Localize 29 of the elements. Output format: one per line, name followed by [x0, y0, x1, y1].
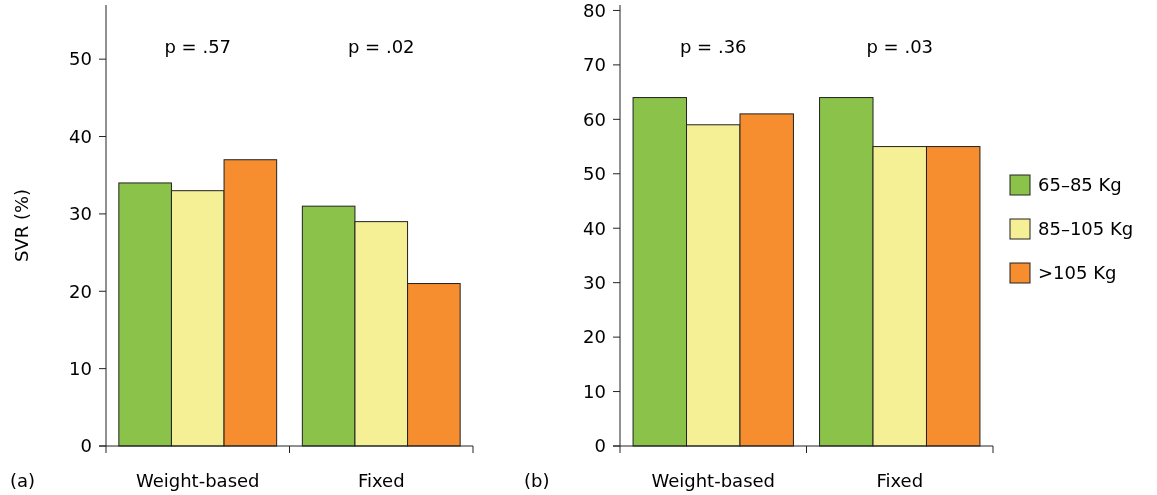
x-tick-label: Fixed: [357, 470, 405, 491]
text: (a): [10, 470, 36, 491]
y-tick-label: 50: [583, 163, 606, 185]
text: (b): [524, 470, 550, 491]
annotation: p = .02: [347, 36, 415, 57]
x-tick-label: Fixed: [876, 470, 924, 491]
annotation: p = .57: [164, 36, 232, 57]
y-tick-label: 20: [69, 280, 92, 302]
y-tick-label: 0: [594, 435, 606, 457]
x-tick-label: Weight-based: [651, 470, 776, 491]
y-tick-label: 50: [69, 48, 92, 70]
legend-label: 65–85 Kg: [1038, 174, 1122, 196]
y-tick-label: 80: [583, 0, 606, 21]
y-tick-label: 40: [69, 125, 92, 147]
x-tick-label: Weight-based: [135, 470, 260, 491]
y-tick-label: 70: [583, 54, 606, 76]
legend-label: 85–105 Kg: [1038, 218, 1134, 240]
y-tick-label: 0: [80, 435, 92, 457]
y-tick-label: 10: [583, 380, 606, 402]
y-tick-label: 30: [69, 203, 92, 225]
legend-label: >105 Kg: [1038, 262, 1117, 284]
y-tick-label: 10: [69, 357, 92, 379]
annotation: p = .36: [679, 36, 747, 57]
y-tick-label: 20: [583, 326, 606, 348]
annotation: p = .03: [866, 36, 934, 57]
y-tick-label: 60: [583, 108, 606, 130]
y-tick-label: 40: [583, 217, 606, 239]
y-tick-label: 30: [583, 271, 606, 293]
y-axis-title: SVR (%): [11, 188, 32, 263]
